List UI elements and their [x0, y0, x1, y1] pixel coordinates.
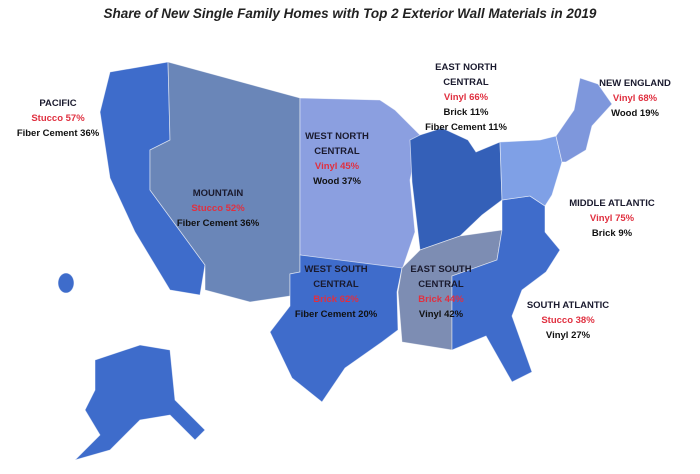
label-south-atlantic: SOUTH ATLANTIC Stucco 38% Vinyl 27% [527, 298, 609, 343]
region-name: PACIFIC [39, 98, 77, 109]
top-material: Vinyl 45% [314, 161, 360, 172]
label-new-england: NEW ENGLAND Vinyl 68% Wood 19% [599, 76, 671, 121]
top-material: Stucco 57% [31, 113, 85, 124]
second-material: Brick 9% [591, 228, 633, 239]
region-west-south-central [269, 254, 403, 403]
hawaii-shape [57, 272, 75, 294]
second-material: Fiber Cement 36% [176, 218, 260, 229]
region-name: EAST SOUTH CENTRAL [410, 264, 472, 290]
region-name: NEW ENGLAND [599, 78, 671, 89]
second-material: Fiber Cement 20% [294, 309, 378, 320]
region-south-atlantic [451, 195, 561, 383]
top-material: Stucco 52% [191, 203, 245, 214]
second-material: Wood 37% [313, 176, 361, 187]
region-name: MIDDLE ATLANTIC [569, 198, 655, 209]
region-name: EAST NORTH CENTRAL [435, 62, 497, 88]
top-material: Brick 62% [313, 294, 359, 305]
second-material: Fiber Cement 11% [425, 122, 507, 133]
label-mountain: MOUNTAIN Stucco 52% Fiber Cement 36% [177, 186, 259, 231]
label-east-south-central: EAST SOUTH CENTRAL Brick 44% Vinyl 42% [402, 262, 480, 322]
region-middle-atlantic [499, 135, 563, 207]
map-title: Share of New Single Family Homes with To… [103, 6, 597, 21]
region-name: MOUNTAIN [192, 188, 244, 199]
top-material: Brick 44% [418, 294, 464, 305]
region-name: SOUTH ATLANTIC [526, 300, 610, 311]
top-material: Vinyl 66% [443, 92, 489, 103]
label-east-north-central: EAST NORTH CENTRAL Vinyl 66% Brick 11% Fibe… [425, 60, 507, 135]
region-name: WEST NORTH CENTRAL [305, 131, 369, 157]
label-middle-atlantic: MIDDLE ATLANTIC Vinyl 75% Brick 9% [569, 196, 655, 241]
second-material: Vinyl 42% [418, 309, 464, 320]
second-material: Wood 19% [611, 108, 659, 119]
label-pacific: PACIFIC Stucco 57% Fiber Cement 36% [17, 96, 99, 141]
alaska-shape [73, 344, 206, 461]
label-west-north-central: WEST NORTH CENTRAL Vinyl 45% Wood 37% [298, 129, 376, 189]
region-new-england [555, 77, 613, 163]
second-material: Vinyl 27% [545, 330, 591, 341]
second-material: Fiber Cement 36% [16, 128, 100, 139]
top-material: Vinyl 68% [612, 93, 658, 104]
top-material: Vinyl 75% [589, 213, 635, 224]
second-material: Brick 11% [443, 107, 489, 118]
label-west-south-central: WEST SOUTH CENTRAL Brick 62% Fiber Cement … [295, 262, 377, 322]
region-name: WEST SOUTH CENTRAL [304, 264, 368, 290]
top-material: Stucco 38% [541, 315, 595, 326]
